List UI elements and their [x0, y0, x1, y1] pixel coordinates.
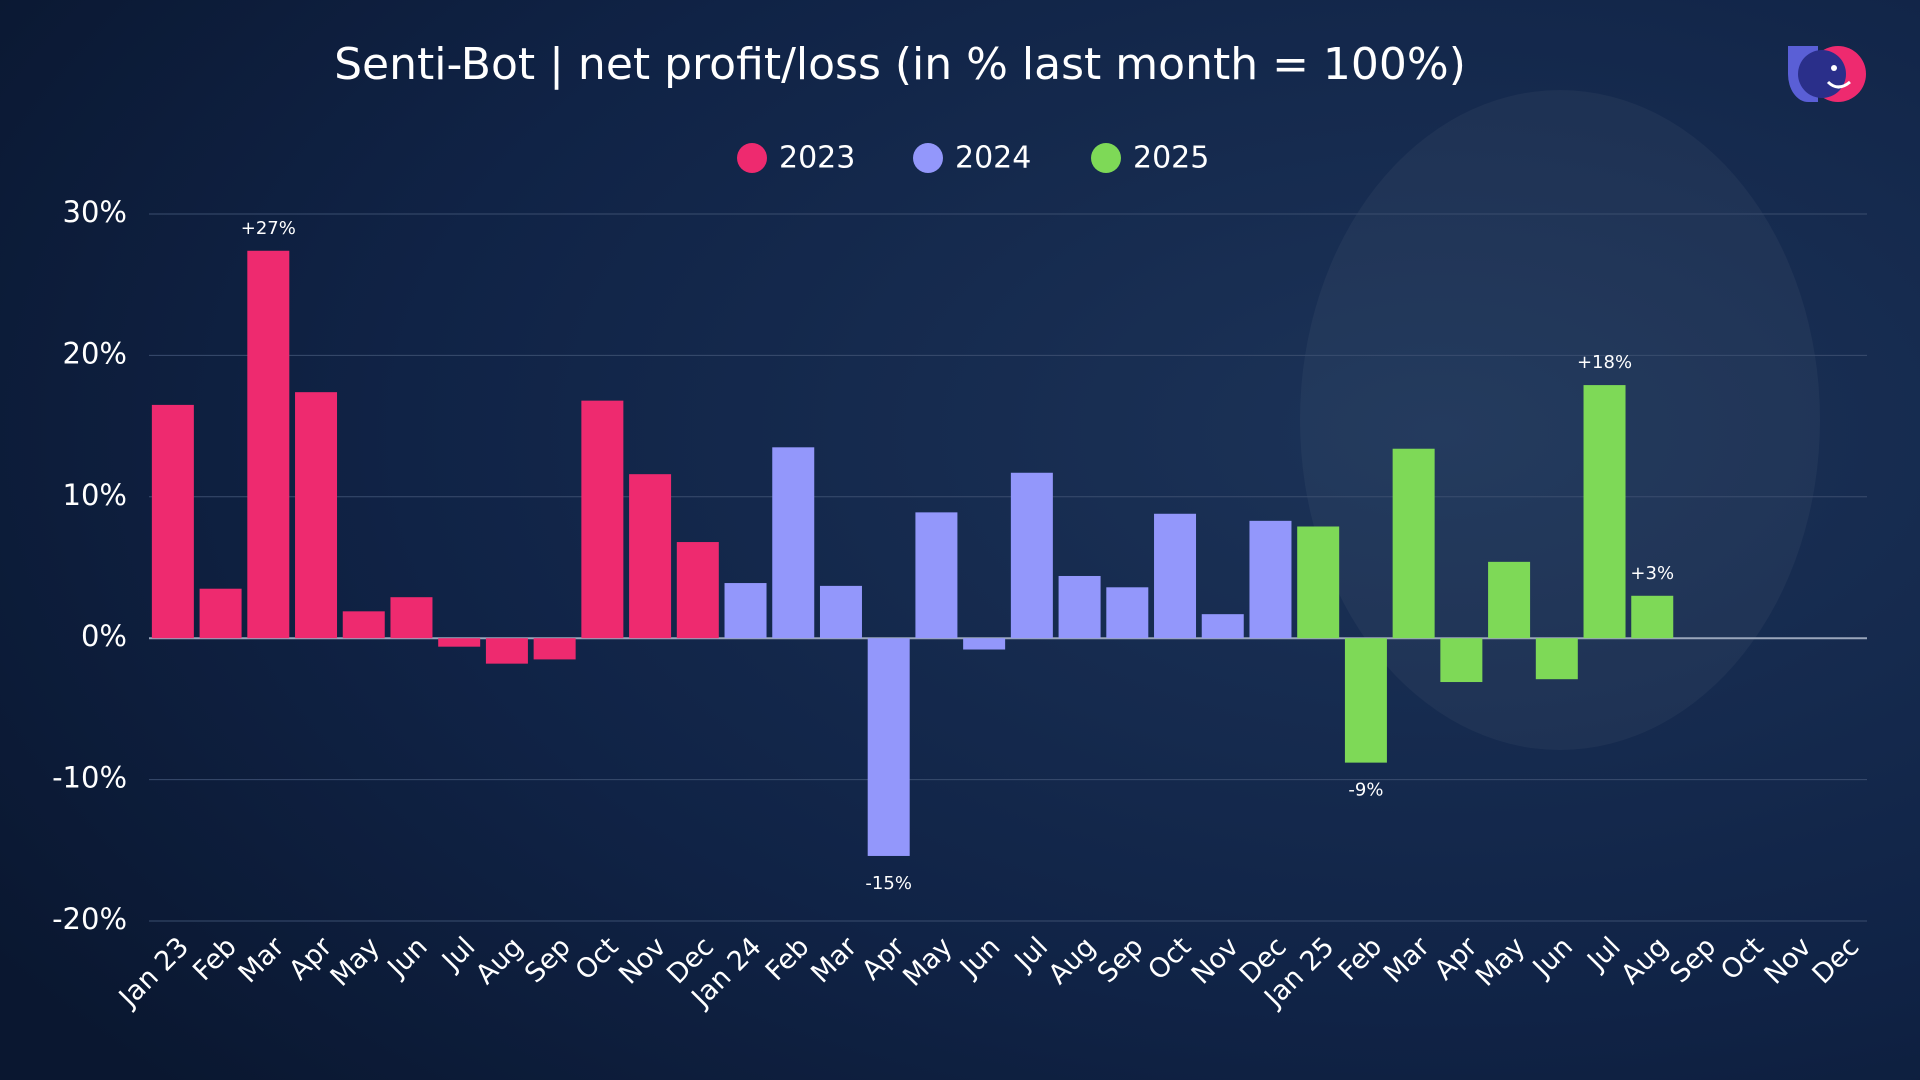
legend-label: 2024 — [955, 141, 1031, 176]
bar — [915, 512, 958, 639]
legend-swatch — [913, 143, 943, 173]
bar — [1058, 575, 1101, 639]
bar — [1249, 520, 1292, 639]
bar — [390, 597, 433, 639]
bar — [629, 474, 672, 639]
bar — [819, 585, 862, 639]
legend-label: 2023 — [779, 141, 855, 176]
bar — [533, 638, 576, 660]
bar — [1535, 638, 1578, 680]
bar — [963, 638, 1006, 650]
legend-swatch — [737, 143, 767, 173]
chart-title: Senti-Bot | net profit/loss (in % last m… — [334, 39, 1466, 90]
bar — [867, 638, 910, 856]
bar — [295, 392, 338, 639]
bar — [1344, 638, 1387, 763]
bar — [1010, 472, 1053, 639]
y-tick-label: -20% — [52, 902, 127, 936]
bar — [724, 583, 767, 639]
bar — [1488, 561, 1531, 639]
bar — [438, 638, 481, 647]
logo — [1788, 46, 1866, 102]
bar — [676, 542, 719, 639]
value-label: +3% — [1630, 563, 1674, 584]
bar — [581, 400, 624, 639]
legend-swatch — [1091, 143, 1121, 173]
bar — [342, 611, 385, 639]
bar — [1392, 448, 1435, 639]
legend-label: 2025 — [1133, 141, 1209, 176]
bar — [485, 638, 528, 664]
y-tick-label: 30% — [63, 195, 127, 229]
value-label: +27% — [241, 218, 296, 239]
bar — [1583, 385, 1626, 639]
y-tick-label: 0% — [81, 619, 127, 653]
bar — [151, 404, 194, 639]
y-tick-label: -10% — [52, 761, 127, 795]
bar — [1631, 595, 1674, 639]
bar — [1154, 513, 1197, 639]
y-tick-label: 10% — [63, 478, 127, 512]
value-label: -15% — [865, 873, 912, 894]
bar — [1440, 638, 1483, 683]
bar — [247, 250, 290, 639]
value-label: +18% — [1577, 352, 1632, 373]
bar — [772, 447, 815, 639]
bar — [1297, 526, 1340, 639]
y-tick-label: 20% — [63, 336, 127, 370]
bar — [1106, 587, 1149, 639]
bar — [1201, 614, 1244, 639]
value-label: -9% — [1348, 780, 1383, 801]
bar — [199, 588, 242, 639]
